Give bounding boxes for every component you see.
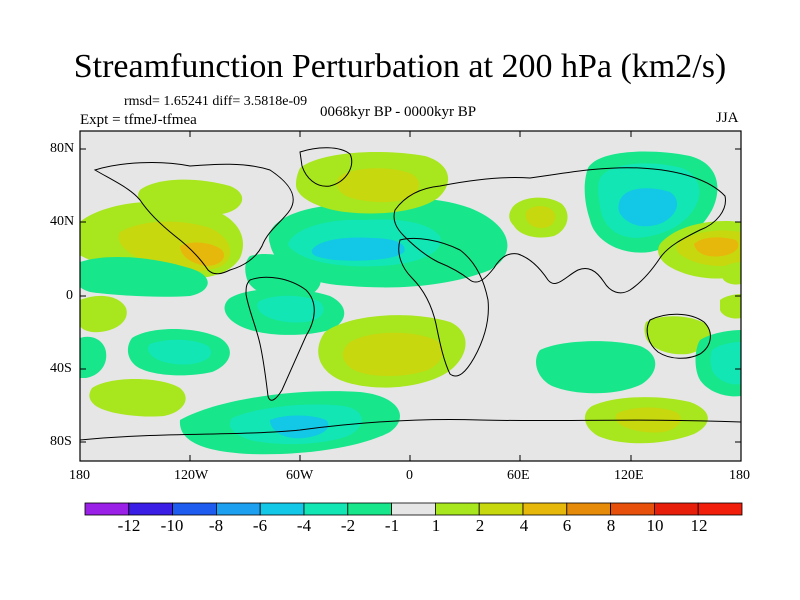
plot-title: Streamfunction Perturbation at 200 hPa (… [73,48,727,85]
period-label: 0068kyr BP - 0000kyr BP [320,104,477,120]
stats-label: rmsd= 1.65241 diff= 3.5818e-09 [124,94,308,109]
lat-label-80s: 80S [50,434,72,449]
lon-label-60e: 60E [507,468,530,483]
coastline-eurasia [393,167,726,294]
experiment-label: Expt = tfmeJ-tfmea [80,112,197,128]
lat-label-80n: 80N [50,141,75,156]
coastline-antarctica [80,419,741,441]
lon-label-120e: 120E [614,468,644,483]
colorbar-swatch [347,502,392,516]
colorbar-swatch [654,502,699,516]
coastline-africa [398,237,489,377]
colorbar-label: -8 [208,516,224,535]
colorbar-swatch [259,502,305,516]
colorbar-label: 6 [562,516,572,535]
colorbar-label: -6 [252,516,268,535]
coastline-north-america [93,162,294,275]
lat-ticks [80,148,741,443]
lon-label-180w: 180 [69,468,90,483]
contour-pos-farright [720,294,741,319]
lat-label-0: 0 [66,288,73,303]
contour-pos-wpacific-core [694,237,739,257]
colorbar-label: 12 [690,516,708,535]
colorbar-label: 8 [606,516,616,535]
contour-neg-tropics [245,253,321,301]
coastline-greenland [299,147,353,187]
colorbar-swatch [303,502,349,516]
contour-neg-right-inner [710,342,741,385]
contour-field [80,131,741,461]
colorbar-label: 2 [475,516,485,535]
colorbar-label: -4 [296,516,312,535]
colorbar-label: 10 [646,516,664,535]
colorbar [84,502,743,516]
colorbar-swatch [434,502,480,516]
lat-label-40s: 40S [50,361,72,376]
contour-pos-farright-north [722,262,741,285]
contour-pos-australia [644,316,711,355]
contour-pos-spacific [89,379,186,417]
colorbar-swatch [610,502,655,516]
contour-pos-npacific-core [180,242,225,266]
lon-ticks [79,131,742,461]
colorbar-swatch [391,502,436,516]
contour-pos-natlantic-inner [336,168,419,203]
colorbar-label: 4 [519,516,529,535]
colorbar-label: 1 [431,516,441,535]
lon-label-0: 0 [406,468,413,483]
contour-pos-mideast-inner [525,206,556,228]
contour-neg-pacific-band [80,256,208,297]
contour-pos-nwcorner [138,179,243,216]
coastline-australia [646,313,711,359]
lon-label-180e: 180 [729,468,750,483]
lon-label-120w: 120W [174,468,209,483]
colorbar-swatch [697,502,743,516]
season-label: JJA [716,110,739,126]
colorbar-swatch [215,502,261,516]
contour-pos-satlantic-inner [342,332,443,376]
colorbar-label: -1 [384,516,400,535]
contour-neg-atlantic-core [311,237,405,261]
colorbar-swatch [84,502,130,516]
contour-neg-indian [536,341,656,394]
contour-neg-asia-core [618,188,678,227]
colorbar-swatch [172,502,217,516]
contour-neg-sepacific-inner [147,339,212,365]
colorbar-label: -2 [340,516,356,535]
colorbar-swatch [522,502,568,516]
lat-label-40n: 40N [50,214,75,229]
lon-label-60w: 60W [286,468,314,483]
contour-pos-lefteq [80,295,127,333]
contour-neg-leftsouth [80,336,107,378]
coastlines [80,147,741,441]
contour-neg-eqpacific-inner [257,295,324,323]
colorbar-label: -12 [117,516,141,535]
colorbar-swatch [478,502,524,516]
colorbar-swatch [566,502,611,516]
colorbar-label: -10 [160,516,184,535]
coastline-south-america [245,276,315,401]
colorbar-swatch [128,502,174,516]
contour-neg-southern-core [270,415,329,439]
